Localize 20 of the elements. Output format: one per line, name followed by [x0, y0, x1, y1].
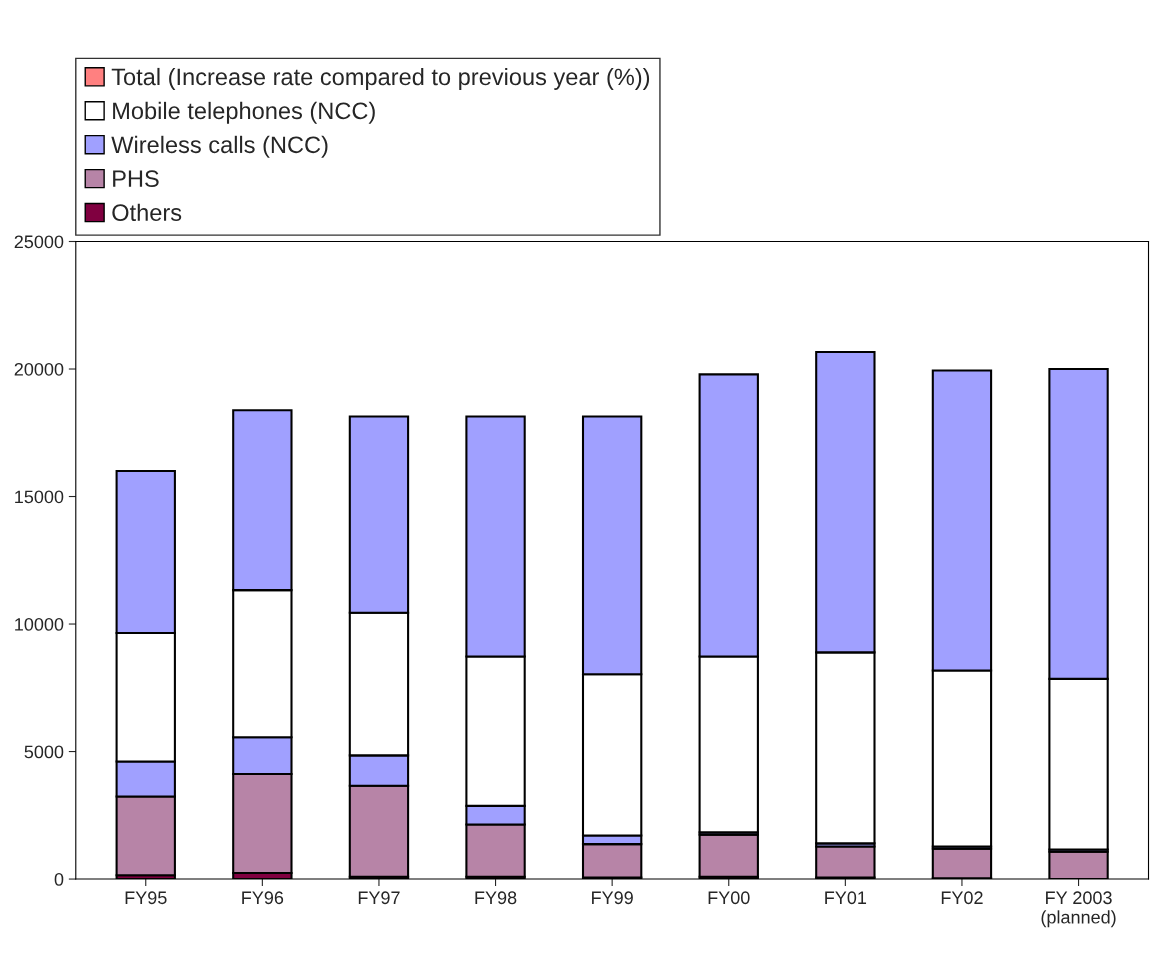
legend-label: Others: [112, 203, 182, 222]
x-tick-label: FY97: [358, 891, 400, 905]
legend-label: Mobile telephones (NCC): [113, 101, 375, 124]
legend-label: Wireless calls (NCC): [111, 135, 328, 158]
legend-label: Total (Increase rate compared to previous year (%)): [111, 67, 650, 90]
y-tick-label: 10000: [15, 617, 64, 631]
x-tick-label: FY99: [592, 891, 633, 905]
y-tick-label: 25000: [14, 235, 64, 249]
x-tick-label: FY00: [708, 891, 750, 905]
x-tick-label: FY95: [125, 891, 167, 905]
y-tick-label: 20000: [14, 362, 64, 376]
x-tick-label: FY96: [242, 891, 284, 905]
x-tick-label: FY01: [825, 891, 867, 905]
y-tick-label: 5000: [24, 745, 64, 759]
legend-label: PHS: [113, 170, 159, 188]
x-tick-label: FY02: [941, 891, 983, 905]
y-tick-label: 0: [54, 872, 64, 886]
x-tick-label: FY98: [475, 891, 517, 905]
y-tick-label: 15000: [15, 490, 64, 504]
x-tick-label: FY 2003 (planned): [1041, 891, 1116, 928]
